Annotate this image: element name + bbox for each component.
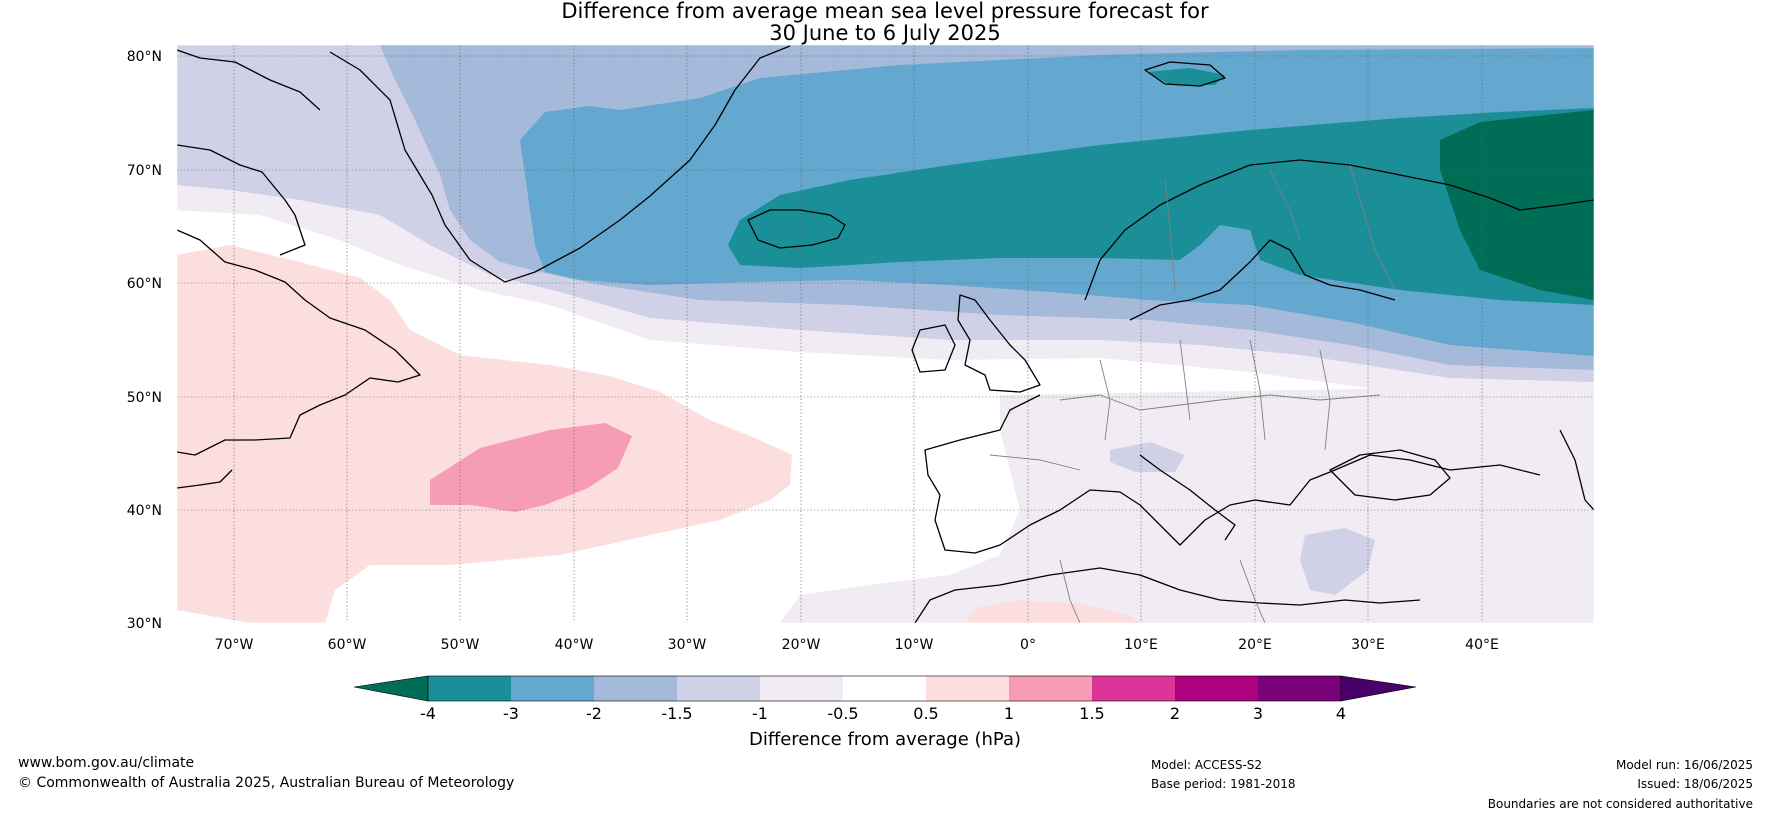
coast-baffin-north [177, 49, 321, 111]
anomaly-band-m15-m1-italy [1110, 442, 1185, 472]
colorbar-swatch [428, 676, 511, 701]
colorbar-swatch [1258, 676, 1341, 701]
footer-website: www.bom.gov.au/climate [18, 755, 195, 771]
anomaly-band-p05-p1 [177, 245, 792, 623]
colorbar-tick: -2 [586, 704, 602, 723]
colorbar-swatch [1175, 676, 1258, 701]
anomaly-band-p1-p15 [430, 423, 632, 512]
footer-model-run: Model run: 16/06/2025 [1615, 758, 1753, 772]
footer-base-period: Base period: 1981-2018 [1151, 777, 1296, 791]
colorbar-swatch [760, 676, 843, 701]
map-title-line1: Difference from average mean sea level p… [561, 0, 1209, 23]
country-borders [989, 164, 1396, 623]
anomaly-fill-layer [177, 45, 1594, 623]
lon-label: 20°E [1238, 637, 1272, 653]
colorbar-swatch [511, 676, 594, 701]
lon-label: 0° [1020, 637, 1036, 653]
coast-italy [1139, 454, 1236, 541]
colorbar: -4 -3 -2 -1.5 -1 -0.5 0.5 1 1.5 2 3 4 Di… [353, 675, 1417, 750]
lon-label: 20°W [782, 637, 821, 653]
lat-label: 80°N [127, 49, 162, 65]
anomaly-band-lt-m4 [1440, 110, 1594, 300]
lat-label: 60°N [127, 276, 162, 292]
coast-europe-west [924, 394, 1541, 554]
colorbar-swatch [843, 676, 926, 701]
coast-baffin [177, 144, 306, 256]
coast-scandinavia [1084, 159, 1594, 301]
lon-label: 60°W [328, 637, 367, 653]
lon-label: 10°E [1124, 637, 1158, 653]
colorbar-swatch [1009, 676, 1092, 701]
colorbar-label: Difference from average (hPa) [749, 729, 1021, 750]
colorbar-tick: -3 [503, 704, 519, 723]
coast-labrador [177, 229, 421, 456]
coastlines [177, 45, 1594, 623]
lon-label: 10°W [895, 637, 934, 653]
coast-britain [957, 294, 1041, 393]
lon-label: 40°E [1465, 637, 1499, 653]
coast-us-east [177, 469, 233, 489]
lat-label: 30°N [127, 616, 162, 632]
anomaly-band-p05-p1-africa [965, 600, 1140, 623]
lat-label: 40°N [127, 503, 162, 519]
coast-black-sea [1329, 449, 1451, 501]
lon-label: 30°E [1351, 637, 1385, 653]
coast-baltic [1129, 239, 1396, 321]
colorbar-tick: -1.5 [661, 704, 692, 723]
longitude-labels: 70°W 60°W 50°W 40°W 30°W 20°W 10°W 0° 10… [215, 637, 1499, 653]
footer-model: Model: ACCESS-S2 [1151, 758, 1263, 772]
anomaly-band-lt-m4-svalbard [1148, 68, 1225, 85]
colorbar-swatch [1092, 676, 1175, 701]
colorbar-tick: 1.5 [1079, 704, 1104, 723]
lat-label: 50°N [127, 390, 162, 406]
footer-copyright: © Commonwealth of Australia 2025, Austra… [18, 775, 515, 791]
colorbar-tick: 1 [1004, 704, 1014, 723]
latitude-labels: 30°N 40°N 50°N 60°N 70°N 80°N [127, 49, 162, 632]
colorbar-swatch [677, 676, 760, 701]
colorbar-swatch [926, 676, 1009, 701]
coast-north-africa [914, 567, 1421, 623]
coast-greenland [329, 45, 791, 283]
colorbar-tick: 4 [1336, 704, 1346, 723]
coast-svalbard [1144, 61, 1226, 87]
lon-label: 40°W [555, 637, 594, 653]
footer-issued: Issued: 18/06/2025 [1637, 777, 1753, 791]
coast-iceland [747, 209, 846, 249]
colorbar-swatch [594, 676, 677, 701]
colorbar-arrow-low [353, 675, 429, 702]
colorbar-tick: -4 [420, 704, 436, 723]
lon-label: 50°W [441, 637, 480, 653]
lon-label: 30°W [668, 637, 707, 653]
lon-label: 70°W [215, 637, 254, 653]
colorbar-tick: -1 [752, 704, 768, 723]
colorbar-tick: 2 [1170, 704, 1180, 723]
colorbar-tick: 3 [1253, 704, 1263, 723]
colorbar-arrow-high [1340, 675, 1417, 702]
footer-disclaimer: Boundaries are not considered authoritat… [1487, 797, 1753, 811]
colorbar-tick: -0.5 [827, 704, 858, 723]
colorbar-outline [427, 675, 1342, 702]
anomaly-band-m15-m1-aegean [1300, 528, 1375, 595]
lat-label: 70°N [127, 163, 162, 179]
map-title-line2: 30 June to 6 July 2025 [769, 21, 1001, 45]
colorbar-tick: 0.5 [913, 704, 938, 723]
coast-ireland [911, 324, 956, 373]
anomaly-band-m1-m05-south [780, 385, 1594, 623]
map-frame [176, 44, 1595, 624]
coast-caspian [1559, 429, 1594, 511]
